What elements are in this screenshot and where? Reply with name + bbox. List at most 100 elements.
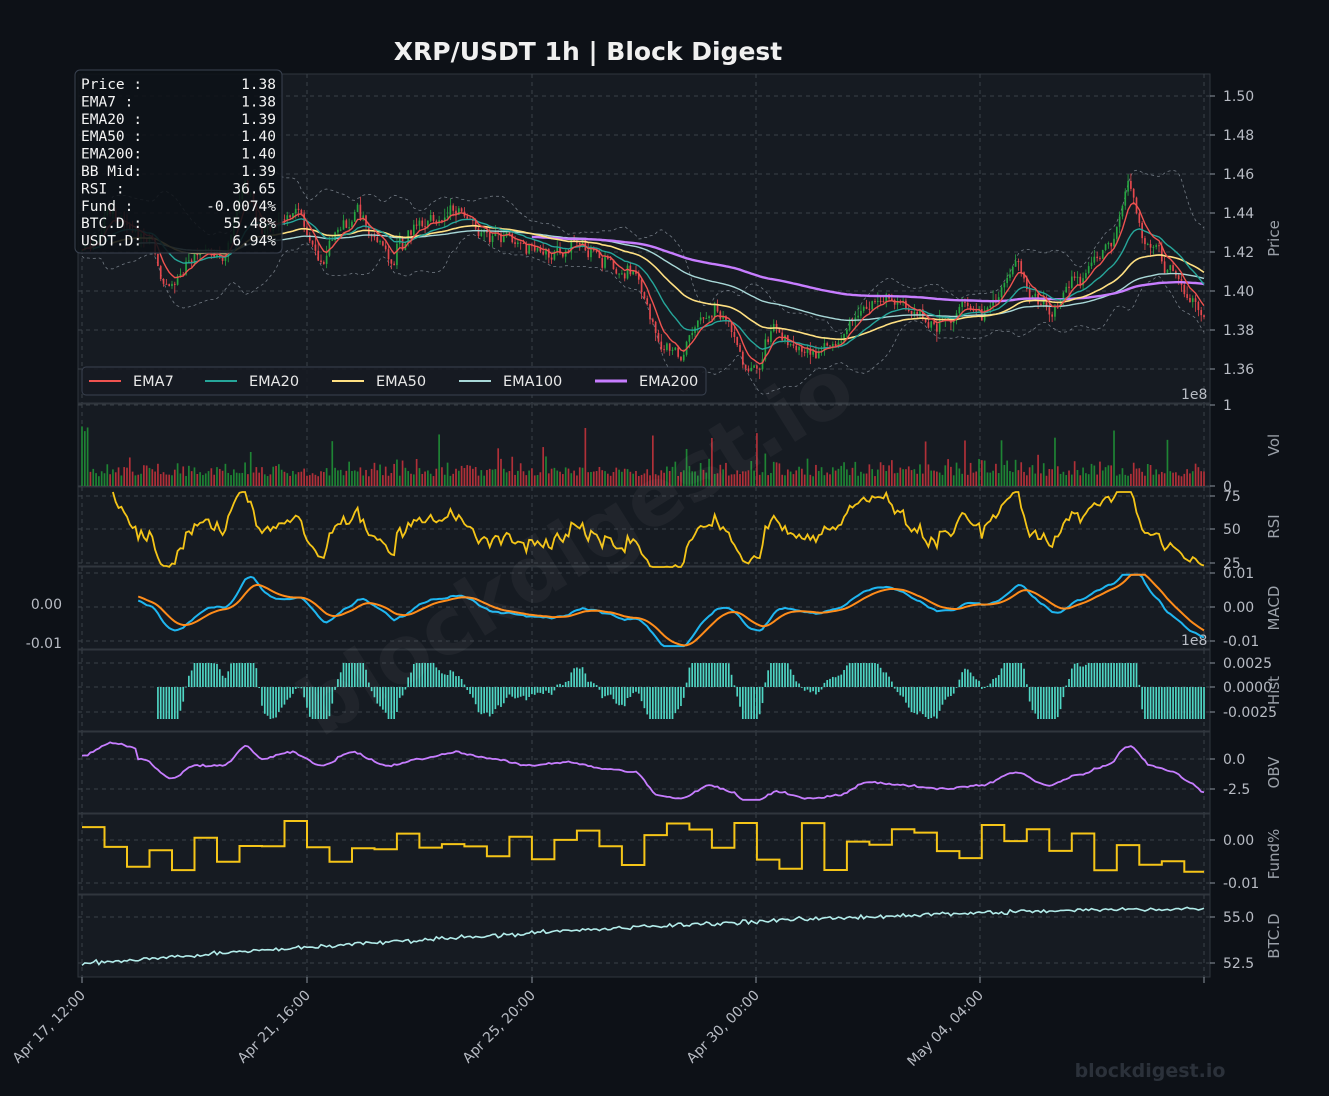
histogram-bar (893, 687, 896, 689)
histogram-bar (975, 679, 978, 687)
volume-bar (598, 466, 601, 486)
candle-body (896, 301, 899, 305)
volume-bar (896, 472, 899, 486)
candle-body (716, 304, 719, 312)
candle-body (171, 283, 173, 287)
data-layer (81, 168, 1205, 966)
volume-bar (1087, 474, 1090, 486)
histogram-bar (1068, 678, 1070, 687)
volume-bar (592, 471, 595, 486)
histogram-bar (255, 668, 258, 687)
histogram-bar (1163, 687, 1166, 719)
legend-label: EMA20 (249, 374, 299, 390)
candle-body (919, 309, 921, 315)
histogram-bar (882, 672, 885, 687)
candle-body (294, 208, 297, 214)
histogram-bar (362, 663, 365, 687)
y-tick-label-btcd: 52.5 (1223, 956, 1254, 972)
candle-body (705, 318, 708, 320)
volume-bar (306, 475, 308, 486)
candle-body (559, 247, 561, 254)
volume-bar (888, 465, 890, 486)
candle-body (452, 205, 455, 211)
candle-body (1166, 269, 1169, 273)
candle-body (429, 214, 432, 221)
histogram-bar (741, 687, 744, 719)
histogram-bar (1160, 687, 1163, 719)
panel-btcd (77, 894, 1211, 978)
candle-body (868, 308, 871, 310)
candle-body (519, 242, 522, 244)
histogram-bar (249, 663, 252, 687)
candle-body (736, 337, 739, 346)
volume-bar (708, 458, 710, 486)
volume-bar (157, 463, 159, 486)
volume-bar (429, 473, 432, 486)
candle-body (421, 220, 424, 227)
histogram-bar (218, 669, 221, 687)
histogram-bar (1101, 663, 1104, 687)
candle-body (1023, 272, 1025, 279)
volume-bar (182, 466, 185, 486)
volume-bar (660, 470, 663, 486)
histogram-bar (854, 663, 857, 687)
candle-body (812, 350, 814, 355)
y-tick-label-hist: -0.0025 (1223, 705, 1277, 721)
volume-bar (1166, 439, 1169, 486)
histogram-bar (961, 672, 964, 687)
volume-bar (885, 471, 888, 486)
histogram-bar (848, 663, 851, 687)
candle-body (556, 247, 559, 252)
volume-bar (1183, 473, 1186, 486)
volume-bar (919, 464, 921, 486)
candle-body (382, 241, 384, 246)
histogram-bar (404, 687, 407, 690)
histogram-bar (396, 687, 398, 713)
candle-body (767, 339, 769, 342)
histogram-bar (418, 663, 421, 687)
candle-body (719, 311, 722, 319)
volume-bar (486, 470, 488, 486)
candle-body (1034, 293, 1037, 297)
volume-bar (123, 467, 126, 486)
volume-bar (418, 468, 421, 486)
histogram-bar (474, 687, 477, 705)
candle-body (674, 347, 677, 350)
histogram-bar (989, 683, 992, 687)
candle-body (840, 341, 843, 343)
candle-body (590, 247, 592, 258)
histogram-bar (1009, 663, 1011, 687)
histogram-bar (767, 670, 769, 687)
volume-bar (356, 471, 359, 486)
histogram-bar (1124, 663, 1127, 687)
histogram-bar (511, 687, 514, 697)
candle-body (398, 237, 401, 244)
volume-bar (654, 474, 657, 486)
histogram-bar (955, 687, 958, 688)
histogram-bar (230, 663, 232, 687)
candle-body (1163, 261, 1166, 273)
volume-bar (1138, 468, 1141, 486)
y-tick-label-funding: 0.00 (1223, 833, 1254, 849)
volume-bar (322, 472, 325, 486)
histogram-bar (817, 687, 820, 693)
histogram-bar (775, 663, 778, 687)
histogram-bar (247, 663, 249, 687)
histogram-bar (1118, 663, 1121, 687)
histogram-bar (1020, 663, 1023, 687)
candle-body (1085, 273, 1087, 279)
candle-body (457, 208, 460, 215)
volume-bar (272, 466, 275, 486)
candle-body (1124, 191, 1127, 206)
volume-bar (412, 474, 415, 486)
candle-body (654, 321, 657, 333)
candle-body (443, 217, 446, 221)
candle-body (671, 349, 674, 351)
candle-body (379, 241, 381, 243)
candle-body (1026, 278, 1028, 290)
volume-bar (761, 472, 764, 486)
histogram-bar (758, 687, 761, 715)
histogram-bar (730, 674, 733, 687)
funding-line (82, 820, 1204, 873)
histogram-bar (1099, 663, 1101, 687)
